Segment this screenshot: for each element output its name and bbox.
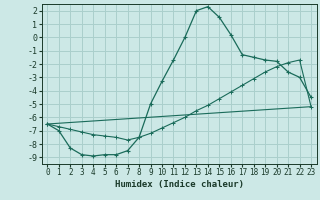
- X-axis label: Humidex (Indice chaleur): Humidex (Indice chaleur): [115, 180, 244, 189]
